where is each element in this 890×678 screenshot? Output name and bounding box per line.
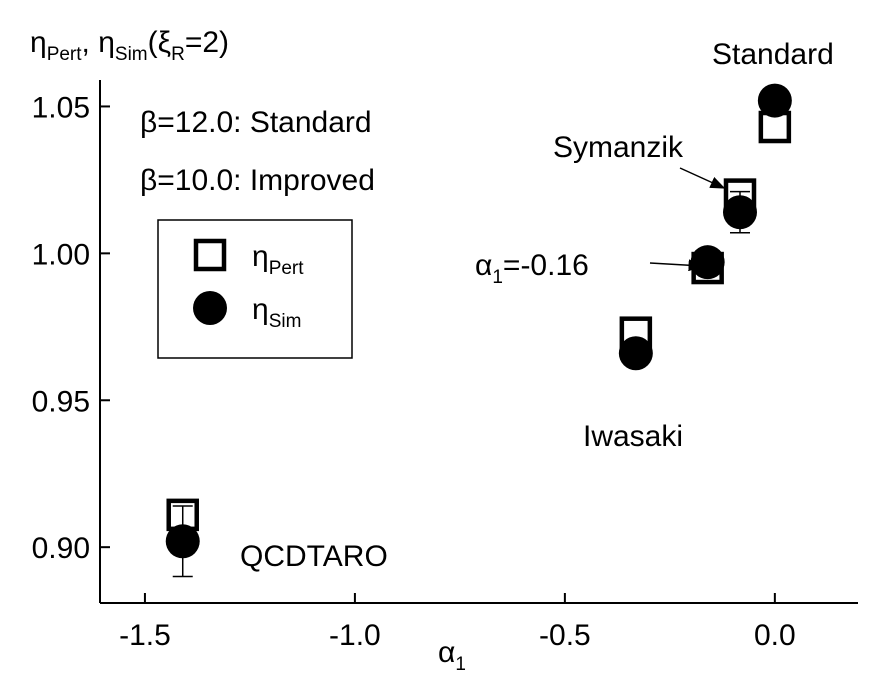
y-axis-label: ηPert, ηSim(ξR=2) <box>30 26 229 65</box>
arrow <box>679 167 726 189</box>
text-part: , η <box>82 26 115 59</box>
subscript: Pert <box>269 258 305 279</box>
legend-label: ηSim <box>252 293 301 332</box>
text-part: α <box>438 636 455 669</box>
text-part: η <box>252 240 269 273</box>
point <box>165 524 200 559</box>
x-axis-label: α1 <box>438 636 466 675</box>
annotation: Iwasaki <box>583 420 683 453</box>
text-part: Symanzik <box>553 131 684 164</box>
y-tick-label: 0.95 <box>32 385 90 418</box>
text-part: η <box>30 26 47 59</box>
text-part: QCDTARO <box>240 540 388 573</box>
subscript: Sim <box>269 311 302 332</box>
subscript: R <box>171 44 185 65</box>
point <box>618 336 653 371</box>
text-part: Iwasaki <box>583 420 683 453</box>
text-part: =-0.16 <box>503 249 589 282</box>
annotation: QCDTARO <box>240 540 388 573</box>
annotation: α1=-0.16 <box>475 249 589 288</box>
y-tick-label: 1.05 <box>32 91 90 124</box>
info-text: β=12.0: Standard <box>140 106 372 139</box>
legend-marker <box>193 238 227 272</box>
legend-marker <box>193 291 227 325</box>
x-tick-label: -1.5 <box>119 619 171 652</box>
legend-box <box>157 219 353 359</box>
text-part: α <box>475 249 492 282</box>
y-tick-label: 1.00 <box>32 238 90 271</box>
info-text: β=10.0: Improved <box>140 164 375 197</box>
annotation: Symanzik <box>553 131 684 164</box>
point <box>722 195 757 230</box>
subscript: 1 <box>492 267 503 288</box>
x-tick-label: 0.0 <box>754 619 796 652</box>
y-tick-label: 0.90 <box>32 532 90 565</box>
subscript: Sim <box>115 44 148 65</box>
x-tick-label: -0.5 <box>539 619 591 652</box>
annotation: Standard <box>712 38 834 71</box>
legend-label: ηPert <box>252 240 304 279</box>
text-part: (ξ <box>148 26 171 59</box>
point <box>690 245 725 280</box>
x-tick-label: -1.0 <box>329 619 381 652</box>
text-part: Standard <box>712 38 834 71</box>
text-part: =2) <box>185 26 229 59</box>
text-part: η <box>252 293 269 326</box>
subscript: Pert <box>47 44 83 65</box>
point <box>757 83 792 118</box>
subscript: 1 <box>455 654 466 675</box>
